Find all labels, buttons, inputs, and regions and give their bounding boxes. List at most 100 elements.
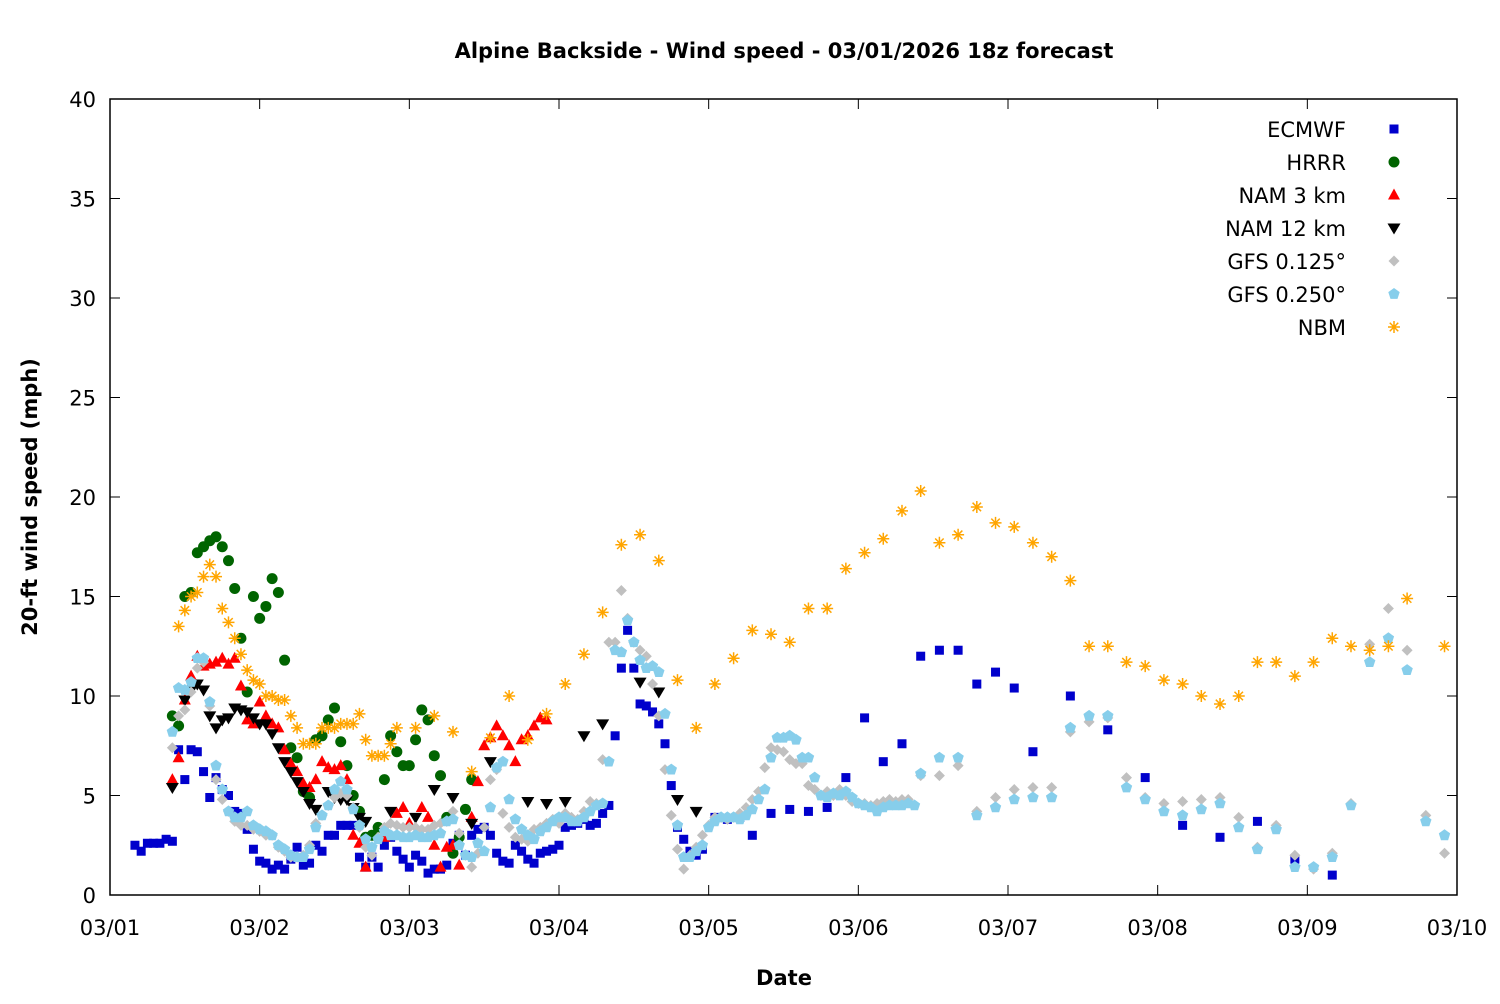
data-point — [1176, 678, 1189, 691]
data-point — [373, 862, 383, 872]
data-point — [1027, 791, 1039, 803]
data-point — [336, 820, 346, 830]
legend-marker-pentagon-icon — [1388, 288, 1400, 299]
x-tick-label: 03/04 — [529, 916, 590, 940]
data-point — [471, 775, 484, 787]
data-point — [1008, 520, 1021, 533]
data-point — [484, 801, 497, 813]
data-point — [260, 600, 272, 612]
data-point — [297, 777, 310, 789]
data-point — [149, 838, 159, 848]
data-point — [305, 858, 315, 868]
data-point — [972, 679, 982, 689]
data-point — [317, 846, 327, 856]
legend-label: ECMWF — [1267, 118, 1346, 142]
data-point — [609, 636, 621, 648]
data-point — [254, 612, 266, 624]
data-point — [384, 806, 398, 818]
data-point — [1120, 656, 1133, 669]
data-point — [359, 816, 373, 828]
data-point — [647, 678, 659, 690]
data-point — [623, 625, 633, 635]
data-point — [914, 485, 927, 498]
data-point — [328, 721, 341, 734]
data-point — [934, 645, 944, 655]
data-point — [1233, 821, 1245, 833]
data-point — [197, 652, 210, 663]
data-point — [628, 636, 640, 648]
data-point — [334, 717, 347, 730]
data-point — [689, 806, 703, 818]
data-point — [340, 717, 353, 730]
data-point — [210, 774, 222, 786]
data-point — [309, 737, 322, 750]
data-point — [523, 854, 533, 864]
data-point — [515, 733, 528, 745]
data-point — [558, 796, 572, 808]
data-point — [186, 745, 196, 755]
data-point — [515, 823, 528, 835]
data-point — [235, 819, 247, 831]
data-point — [411, 850, 421, 860]
data-point — [310, 821, 322, 833]
data-point — [616, 663, 626, 673]
data-point — [390, 721, 403, 734]
data-point — [322, 714, 334, 726]
data-point — [952, 528, 965, 541]
data-point — [952, 751, 964, 763]
data-point — [1176, 809, 1189, 821]
data-point — [653, 666, 665, 677]
data-point — [696, 839, 709, 851]
data-point — [259, 719, 273, 731]
x-tick-label: 03/08 — [1127, 916, 1188, 940]
data-point — [665, 809, 677, 821]
data-point — [253, 678, 266, 691]
data-point — [1027, 782, 1039, 794]
legend-marker-circle-icon — [1388, 156, 1400, 168]
data-point — [671, 674, 684, 687]
legend-label: GFS 0.250° — [1227, 283, 1346, 307]
data-point — [241, 805, 253, 817]
x-tick-label: 03/05 — [678, 916, 739, 940]
data-point — [291, 721, 304, 734]
data-point — [166, 725, 179, 737]
legend-marker-triangle-down-icon — [1387, 223, 1401, 235]
data-point — [1045, 791, 1058, 803]
data-point — [205, 792, 215, 802]
data-point — [497, 755, 509, 767]
data-point — [603, 755, 615, 767]
data-point — [222, 805, 235, 817]
legend-label: HRRR — [1286, 151, 1346, 175]
data-point — [197, 685, 211, 697]
data-point — [671, 819, 684, 831]
data-point — [447, 813, 459, 825]
data-point — [1251, 656, 1264, 669]
data-point — [752, 793, 765, 805]
data-point — [259, 709, 272, 721]
data-point — [167, 836, 177, 846]
data-point — [272, 587, 284, 599]
data-point — [255, 856, 265, 866]
data-point — [316, 730, 328, 742]
data-point — [585, 820, 595, 830]
data-point — [334, 759, 347, 771]
data-point — [690, 721, 703, 734]
data-point — [915, 767, 927, 779]
data-point — [210, 531, 222, 543]
data-point — [1028, 747, 1038, 757]
legend-marker-triangle-up-icon — [1388, 188, 1400, 200]
data-point — [652, 687, 666, 699]
y-axis-label: 20-ft wind speed (mph) — [18, 358, 42, 636]
data-point — [465, 765, 478, 778]
data-point — [185, 590, 198, 603]
data-point — [1327, 870, 1337, 880]
data-point — [485, 830, 495, 840]
data-point — [347, 828, 360, 840]
data-point — [172, 620, 185, 633]
x-axis-label: Date — [756, 966, 812, 990]
data-point — [403, 821, 415, 833]
data-point — [209, 723, 223, 735]
data-point — [858, 546, 871, 559]
data-point — [535, 848, 545, 858]
data-point — [384, 737, 397, 750]
